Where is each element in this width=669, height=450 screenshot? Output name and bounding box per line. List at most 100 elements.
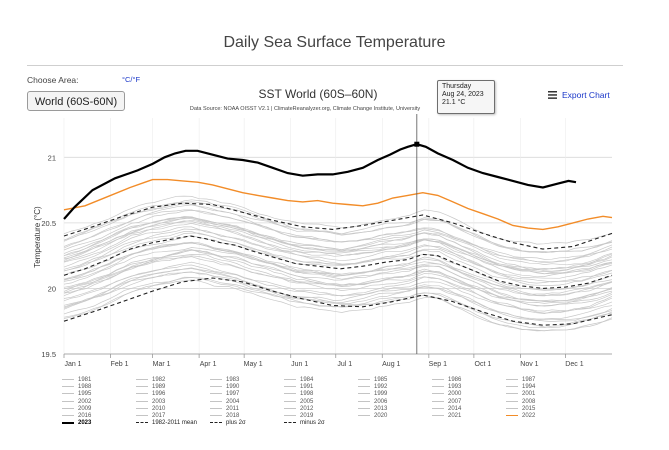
legend-entry[interactable]: 2006 [358,399,387,406]
legend-swatch [358,414,370,416]
legend-entry[interactable]: 1984 [284,377,313,384]
legend-label: 2014 [448,405,462,412]
area-select[interactable]: World (60S-60N) [27,91,125,111]
legend-entry[interactable]: 1993 [432,384,461,391]
series-line-other-year [63,268,613,322]
legend-entry[interactable]: 2021 [432,413,461,420]
legend-entry[interactable]: 2013 [358,406,387,413]
legend-label: 2013 [374,405,388,412]
legend-swatch [62,378,74,380]
legend-entry[interactable]: 2015 [506,406,535,413]
chart-title: SST World (60S–60N) [259,87,378,101]
legend-entry[interactable]: 1988 [62,384,91,391]
legend-entry[interactable]: 2018 [210,413,239,420]
legend-entry[interactable]: 1990 [210,384,239,391]
legend-entry[interactable]: 1986 [432,377,461,384]
legend-entry[interactable]: 2017 [136,413,165,420]
legend-swatch [62,386,74,388]
legend-label: 2017 [152,413,166,419]
series-line-2023 [63,143,577,220]
legend-entry[interactable]: 2009 [62,406,91,413]
legend-entry[interactable]: 1994 [506,384,535,391]
legend-label: 1989 [152,384,166,391]
page-title: Daily Sea Surface Temperature [223,34,446,51]
legend-swatch [284,422,296,424]
series-line-other-year [63,247,613,302]
data-point-marker [414,141,420,147]
legend-entry[interactable]: 1996 [136,391,165,398]
choose-area-label: Choose Area: [27,75,79,85]
legend-entry[interactable]: 1998 [284,391,313,398]
series-line-other-year [63,271,613,320]
legend-entry[interactable]: 2014 [432,406,461,413]
legend-entry[interactable]: 2010 [136,406,165,413]
legend-swatch [210,422,222,424]
x-tick-label: Jul 1 [337,361,352,368]
legend-swatch [432,378,444,380]
legend-entry[interactable]: 1989 [136,384,165,391]
x-tick-label: Aug 1 [382,361,400,368]
legend-label: 2022 [522,413,536,419]
legend-label: 2003 [152,398,166,405]
legend-label: 1986 [448,377,462,383]
legend-label: 2021 [448,413,462,419]
legend-entry[interactable]: 1985 [358,377,387,384]
legend-entry[interactable]: 2002 [62,399,91,406]
legend-swatch [432,407,444,409]
legend-entry[interactable]: 1991 [284,384,313,391]
legend-entry[interactable]: 2000 [432,391,461,398]
legend-swatch [210,393,222,395]
legend-label: 1988 [78,384,92,391]
legend-entry[interactable]: 2007 [432,399,461,406]
legend-entry[interactable]: 1997 [210,391,239,398]
legend-entry[interactable]: 2020 [358,413,387,420]
legend-entry[interactable]: 1982 [136,377,165,384]
legend-entry[interactable]: 1995 [62,391,91,398]
legend-entry[interactable]: 2019 [284,413,313,420]
series-line-minus-2- [63,277,613,326]
legend-entry[interactable]: 1983 [210,377,239,384]
legend-entry[interactable]: 2016 [62,413,91,420]
unit-toggle-link[interactable]: °C/°F [122,75,141,84]
legend-entry[interactable]: minus 2σ [284,420,325,427]
legend-swatch [62,421,74,424]
series-line-other-year [63,255,613,314]
legend-entry[interactable]: 1982-2011 mean [136,420,197,427]
legend-label: 1982 [152,377,166,383]
legend-entry[interactable]: 1981 [62,377,91,384]
legend-swatch [62,400,74,402]
legend-entry[interactable]: plus 2σ [210,420,246,427]
legend-swatch [358,386,370,388]
series-line-other-year [63,242,613,291]
legend-entry[interactable]: 2003 [136,399,165,406]
legend-entry[interactable]: 2001 [506,391,535,398]
legend-entry[interactable]: 2005 [284,399,313,406]
legend-swatch [136,386,148,388]
legend-entry[interactable]: 1992 [358,384,387,391]
legend-entry[interactable]: 2011 [210,406,239,413]
legend-entry[interactable]: 2022 [506,413,535,420]
legend-swatch [432,400,444,402]
legend-swatch [358,407,370,409]
legend-label: 2005 [300,398,314,405]
legend-entry[interactable]: 1999 [358,391,387,398]
legend-entry[interactable]: 1987 [506,377,535,384]
legend-swatch [62,407,74,409]
legend-label: 1983 [226,377,240,383]
legend-entry[interactable]: 2004 [210,399,239,406]
legend-label: 1981 [78,377,92,383]
legend-label: 2016 [78,413,92,419]
legend-entry[interactable]: 2008 [506,399,535,406]
legend-label: 2010 [152,405,166,412]
legend-swatch [432,386,444,388]
legend-label: 1994 [522,384,536,391]
legend-entry[interactable]: 2012 [284,406,313,413]
export-chart-button[interactable]: Export Chart [548,90,610,101]
legend-label: 2023 [78,420,92,427]
tooltip: Thursday Aug 24, 2023 21.1 °C [437,80,495,114]
legend-entry[interactable]: 2023 [62,420,91,427]
legend-label: 1999 [374,391,388,398]
series-line-other-year [63,199,613,254]
series-line-other-year [63,228,613,284]
